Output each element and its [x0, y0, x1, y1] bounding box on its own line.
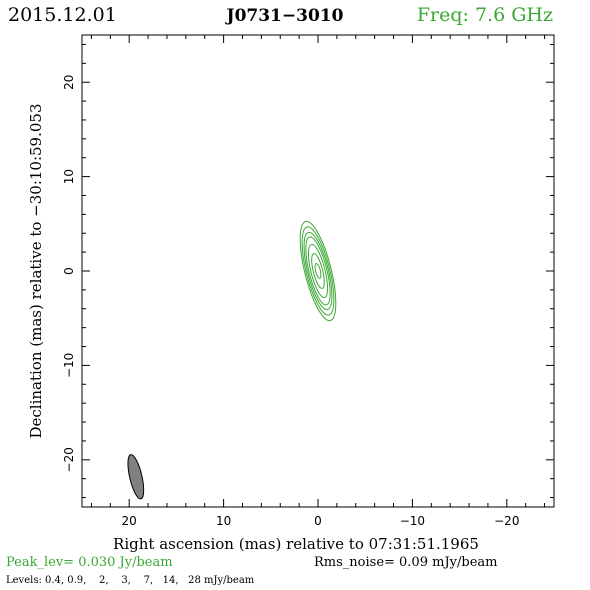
y-tick-label: −20 — [62, 447, 76, 472]
observation-date: 2015.12.01 — [8, 4, 117, 26]
contour-group — [299, 220, 337, 322]
beam-group — [127, 454, 145, 500]
contour-level-28 — [314, 263, 322, 279]
frequency-label: Freq: 7.6 GHz — [417, 4, 553, 26]
contour-level-0-4 — [299, 220, 337, 322]
contour-level-7 — [307, 243, 329, 299]
peak-level-label: Peak_lev= 0.030 Jy/beam — [6, 555, 173, 570]
contour-level-0-9 — [301, 226, 335, 316]
contour-level-3 — [305, 236, 331, 306]
y-tick-label: 20 — [62, 75, 76, 90]
x-tick-label: 10 — [216, 514, 231, 528]
x-axis-label: Right ascension (mas) relative to 07:31:… — [113, 535, 479, 553]
tick-marks — [82, 35, 554, 507]
y-tick-label: 10 — [62, 169, 76, 184]
rms-noise-label: Rms_noise= 0.09 mJy/beam — [314, 555, 497, 570]
beam-ellipse — [127, 454, 145, 500]
contour-level-14 — [311, 253, 325, 289]
y-tick-label: −10 — [62, 353, 76, 378]
contour-levels-label: Levels: 0.4, 0.9, 2, 3, 7, 14, 28 mJy/be… — [6, 575, 255, 586]
contour-level-2 — [303, 231, 333, 311]
source-name: J0731−3010 — [225, 6, 344, 26]
y-axis-label: Declination (mas) relative to −30:10:59.… — [27, 103, 45, 438]
plot-frame — [81, 34, 555, 508]
x-tick-label: 20 — [122, 514, 137, 528]
tick-labels: 20 10 0 −10 −20 20 10 0 −10 −20 — [62, 75, 519, 528]
x-tick-label: −10 — [400, 514, 425, 528]
x-tick-label: −20 — [494, 514, 519, 528]
y-tick-label: 0 — [62, 267, 76, 275]
x-tick-label: 0 — [314, 514, 322, 528]
